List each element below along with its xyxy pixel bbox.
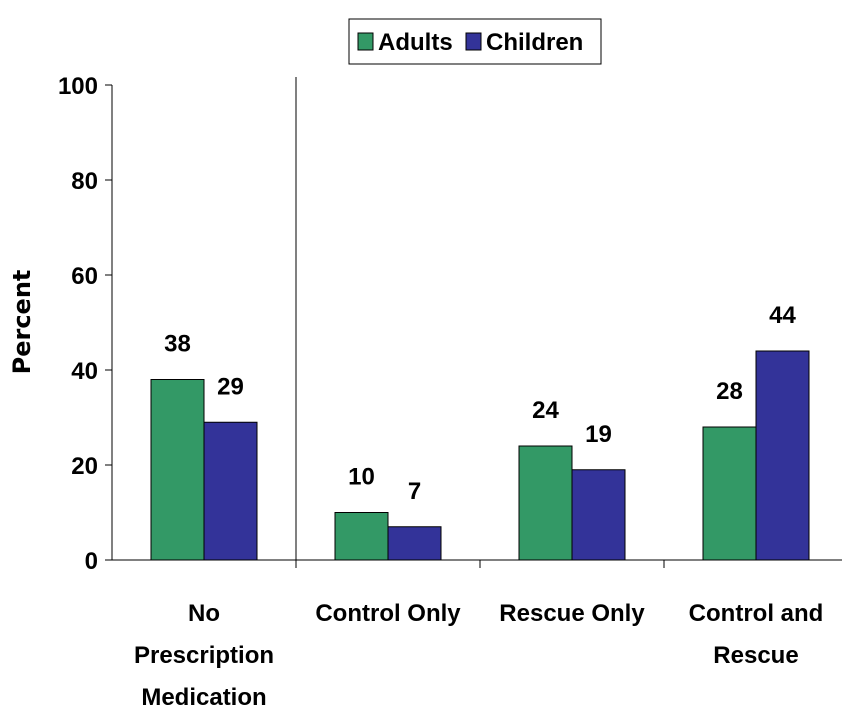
data-label: 7 bbox=[408, 478, 421, 505]
y-tick-label: 20 bbox=[71, 453, 98, 480]
data-label: 28 bbox=[716, 378, 743, 405]
category-label: Rescue bbox=[713, 642, 798, 669]
data-labels: 38 29 10 7 24 19 28 44 bbox=[164, 302, 796, 505]
category-labels: No Prescription Medication Control Only Resc… bbox=[134, 600, 823, 711]
category-label: Control and bbox=[689, 600, 824, 627]
y-axis: 0 20 40 60 80 100 bbox=[58, 73, 113, 575]
y-tick-label: 60 bbox=[71, 263, 98, 290]
y-tick-label: 40 bbox=[71, 358, 98, 385]
bar-adults bbox=[150, 379, 205, 561]
y-axis-title: Percent bbox=[8, 270, 36, 375]
bar-children bbox=[571, 469, 626, 561]
bars bbox=[150, 350, 810, 561]
bar-children bbox=[387, 526, 442, 561]
category-label: No bbox=[188, 600, 220, 627]
legend-label: Children bbox=[486, 29, 583, 56]
category-label: Rescue Only bbox=[499, 600, 645, 627]
category-label: Medication bbox=[141, 684, 266, 711]
data-label: 44 bbox=[769, 302, 796, 329]
bar-adults bbox=[334, 512, 389, 561]
bar-children bbox=[203, 421, 258, 561]
data-label: 19 bbox=[585, 421, 612, 448]
category-label: Prescription bbox=[134, 642, 274, 669]
data-label: 24 bbox=[532, 397, 559, 424]
legend-swatch-adults bbox=[357, 32, 374, 51]
y-tick-label: 100 bbox=[58, 73, 98, 100]
bar-adults bbox=[518, 445, 573, 561]
data-label: 38 bbox=[164, 331, 191, 358]
legend-swatch-children bbox=[465, 32, 482, 51]
y-tick-label: 0 bbox=[85, 548, 98, 575]
category-label: Control Only bbox=[315, 600, 461, 627]
data-label: 10 bbox=[348, 464, 375, 491]
data-label: 29 bbox=[217, 373, 244, 400]
legend: Adults Children bbox=[348, 18, 602, 65]
bar-children bbox=[755, 350, 810, 561]
bar-adults bbox=[702, 426, 757, 561]
legend-label: Adults bbox=[378, 29, 453, 56]
y-tick-label: 80 bbox=[71, 168, 98, 195]
